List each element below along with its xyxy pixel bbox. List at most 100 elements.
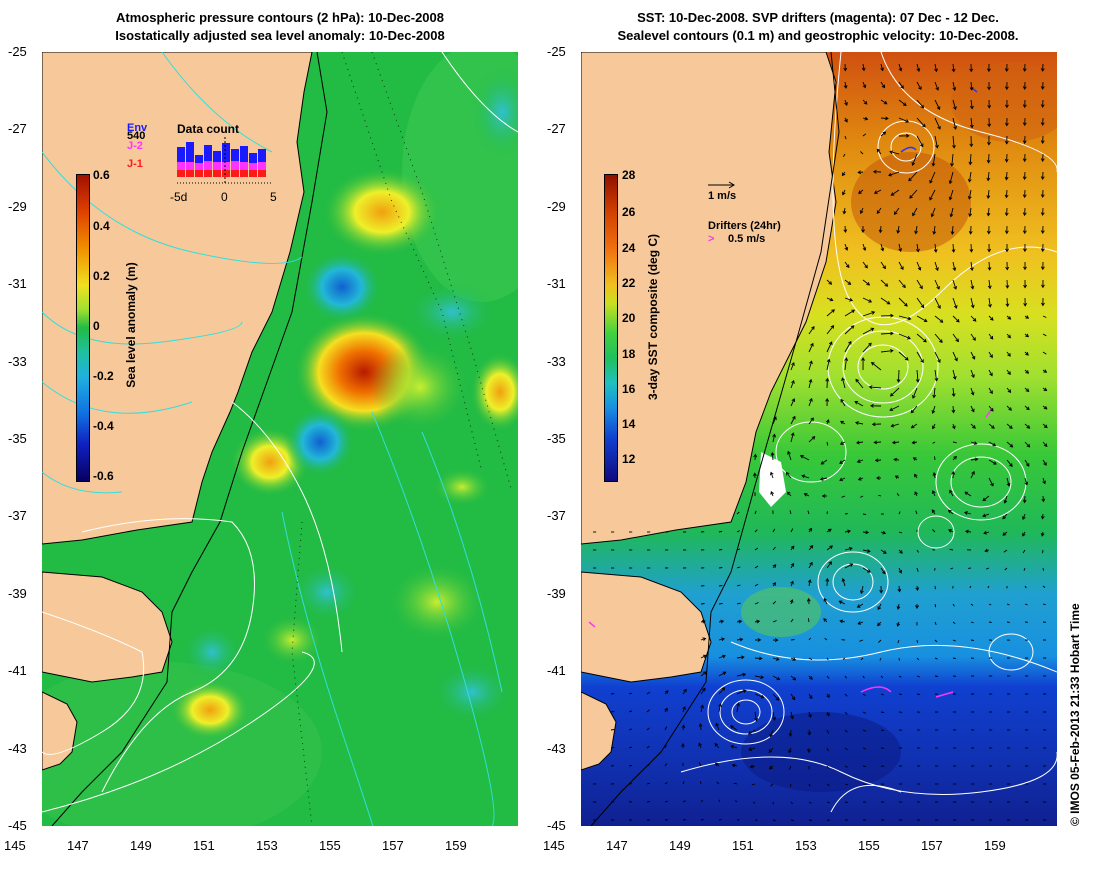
velocity-arrow [970,261,973,271]
velocity-arrow-head [772,582,777,586]
velocity-arrow [628,728,633,731]
velocity-arrow-head [843,67,848,72]
velocity-arrow-head [929,179,933,184]
velocity-arrow [844,261,850,268]
velocity-arrow-head [982,497,987,502]
velocity-arrow [916,657,920,661]
velocity-arrow-head [1009,425,1013,429]
velocity-arrow-head [702,654,707,659]
velocity-arrow [891,423,900,427]
velocity-arrow-head [951,471,956,475]
velocity-arrow [932,529,936,533]
velocity-arrow [898,369,900,383]
velocity-arrow-head [791,696,796,701]
velocity-arrow [789,783,792,787]
velocity-arrow-head [826,712,830,717]
velocity-arrow-head [894,475,899,479]
velocity-arrow [862,342,872,353]
sst-map: 1 m/s Drifters (24hr) > 0.5 m/s [581,52,1057,826]
velocity-arrow [898,567,902,574]
velocity-arrow [1006,405,1012,411]
velocity-arrow [898,511,901,515]
velocity-arrow-head [923,318,928,323]
velocity-arrow-head [876,210,881,215]
velocity-arrow [916,549,919,553]
velocity-arrow-head [912,457,917,461]
velocity-arrow [898,531,903,534]
velocity-arrow-head [808,378,813,383]
velocity-arrow-head [967,178,972,183]
velocity-arrow-head [849,563,854,567]
velocity-arrow-head [1040,176,1045,180]
velocity-arrow-head [839,619,844,624]
velocity-arrow-head [951,393,956,398]
velocity-arrow [916,243,919,252]
velocity-arrow-head [982,513,987,518]
velocity-arrow-head [934,68,938,73]
velocity-arrow [964,491,972,497]
velocity-arrow-head [843,85,848,89]
velocity-arrow [898,63,902,71]
velocity-arrow [808,398,813,407]
velocity-arrow-head [969,248,974,253]
velocity-arrow [715,723,720,731]
velocity-arrow [889,151,900,155]
velocity-arrow [898,117,909,123]
velocity-arrow [952,387,955,397]
latitude-tick-label: -29 [547,198,566,214]
velocity-arrow [826,279,832,285]
velocity-arrow [916,117,926,128]
velocity-arrow-head [1041,302,1045,307]
velocity-arrow [880,711,885,714]
velocity-arrow-head [992,442,997,447]
velocity-arrow-head [964,511,968,515]
velocity-arrow [718,818,722,821]
velocity-arrow [860,151,864,155]
velocity-arrow [844,135,847,140]
velocity-arrow-head [788,733,793,737]
velocity-arrow-head [898,248,903,253]
velocity-arrow-head [840,420,844,425]
velocity-arrow [874,441,882,444]
velocity-arrow [890,387,900,397]
velocity-arrow-head [823,618,827,622]
velocity-arrow-head [721,687,726,691]
latitude-tick-label: -41 [8,663,27,679]
inset-j1-label: J-1 [127,158,143,170]
velocity-arrow-head [809,545,814,549]
velocity-arrow [970,99,973,109]
velocity-arrow-head [890,313,894,318]
velocity-arrow-head [1005,266,1010,271]
velocity-arrow-head [986,230,991,235]
velocity-arrow-head [722,654,726,659]
velocity-arrow-head [971,355,976,360]
velocity-arrow-head [900,266,904,271]
velocity-arrow-head [953,125,958,130]
velocity-arrow [700,655,707,659]
velocity-arrow-head [845,264,850,269]
velocity-arrow [988,603,992,606]
velocity-arrow-head [1022,532,1026,537]
velocity-arrow [915,225,918,234]
velocity-arrow-head [950,163,954,167]
velocity-arrow [916,351,924,363]
latitude-tick-label: -43 [547,740,566,756]
longitude-tick-label: 157 [921,838,943,853]
velocity-arrow-head [831,309,835,313]
velocity-arrow-head [1023,284,1027,289]
velocity-arrow [700,603,705,605]
velocity-arrow-head [855,378,859,383]
velocity-arrow [952,135,955,148]
velocity-arrow [826,297,833,301]
velocity-arrow [878,639,882,643]
velocity-arrow-head [808,695,813,700]
velocity-arrow [934,657,938,660]
velocity-arrow-head [730,744,735,749]
velocity-arrow [808,417,814,425]
velocity-arrow-head [823,597,828,602]
velocity-arrow [714,743,720,749]
velocity-arrow-head [742,672,747,677]
velocity-arrow [876,207,882,214]
velocity-arrow-head [939,339,943,343]
velocity-arrow [769,729,774,737]
